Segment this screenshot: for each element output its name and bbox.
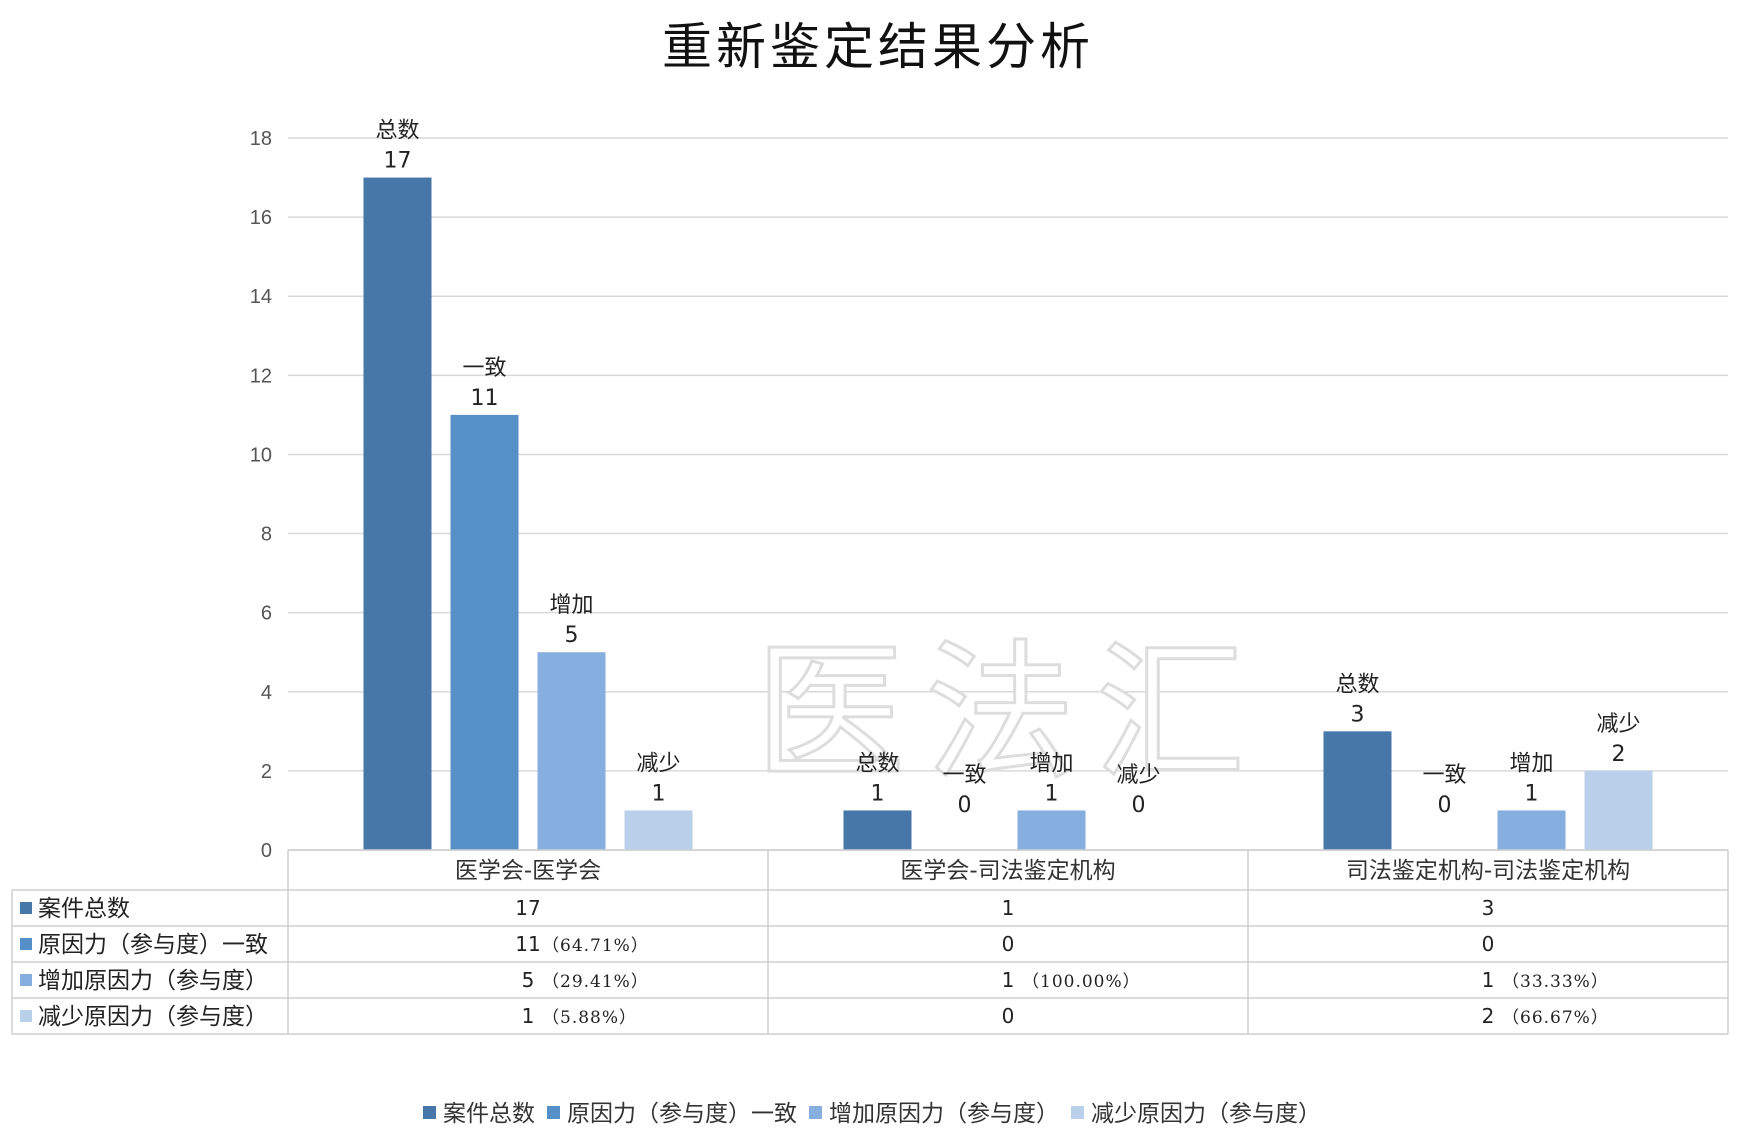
table-cell: 17 xyxy=(515,896,540,920)
table-cell-percent: （66.67%） xyxy=(1502,1008,1609,1028)
data-label-series: 一致 xyxy=(942,763,986,788)
table-cell-percent: （100.00%） xyxy=(1022,972,1141,992)
data-label-series: 一致 xyxy=(1422,763,1466,788)
y-tick-label: 2 xyxy=(261,761,272,783)
row-swatch xyxy=(20,1010,32,1022)
y-tick-label: 16 xyxy=(250,207,272,229)
bar xyxy=(537,652,606,850)
y-axis: 0 2 4 6 8 10 12 14 16 18 xyxy=(250,128,272,862)
table-cell: 1 xyxy=(1482,968,1495,992)
bar xyxy=(1584,770,1653,850)
table-cell: 1 xyxy=(1002,968,1015,992)
data-label-value: 0 xyxy=(1132,793,1146,818)
bar xyxy=(1323,731,1392,850)
table-cell: 3 xyxy=(1482,896,1495,920)
data-label-value: 1 xyxy=(1045,781,1059,806)
bar xyxy=(624,810,693,850)
data-label-value: 17 xyxy=(384,149,412,174)
table-cell: 0 xyxy=(1482,932,1495,956)
table-cell-percent: （64.71%） xyxy=(542,936,649,956)
watermark-text: 医法汇 xyxy=(755,627,1265,801)
data-label-value: 3 xyxy=(1351,702,1365,727)
y-tick-label: 6 xyxy=(261,603,272,625)
data-label-value: 0 xyxy=(958,793,972,818)
legend: 案件总数 原因力（参与度）一致 增加原因力（参与度） 减少原因力（参与度） xyxy=(423,1101,1321,1127)
legend-label: 原因力（参与度）一致 xyxy=(567,1101,797,1127)
bar xyxy=(363,177,432,851)
table-cell-percent: （29.41%） xyxy=(542,972,649,992)
bar xyxy=(843,810,912,850)
data-label-value: 1 xyxy=(1525,781,1539,806)
row-swatch xyxy=(20,974,32,986)
y-tick-label: 10 xyxy=(250,444,272,466)
table-cell-percent: （33.33%） xyxy=(1502,972,1609,992)
table-cell-percent: （5.88%） xyxy=(542,1008,637,1028)
data-label-series: 一致 xyxy=(462,356,506,381)
data-label-series: 总数 xyxy=(1335,672,1379,697)
category-label: 医学会-司法鉴定机构 xyxy=(900,858,1115,884)
data-label-value: 1 xyxy=(871,781,885,806)
y-tick-label: 0 xyxy=(261,840,272,862)
data-label-series: 增加 xyxy=(1509,751,1553,776)
row-label: 减少原因力（参与度） xyxy=(38,1004,268,1030)
row-swatch xyxy=(20,902,32,914)
bar xyxy=(450,414,519,850)
gridlines xyxy=(288,137,1728,851)
watermark: 医法汇 xyxy=(753,626,1265,803)
y-tick-label: 4 xyxy=(261,682,272,704)
bar xyxy=(1497,810,1566,850)
row-label: 增加原因力（参与度） xyxy=(38,968,268,994)
data-label-series: 总数 xyxy=(375,119,419,144)
legend-label: 增加原因力（参与度） xyxy=(829,1101,1059,1127)
data-label-series: 减少 xyxy=(1596,712,1640,737)
y-tick-label: 18 xyxy=(250,128,272,150)
y-tick-label: 12 xyxy=(250,365,272,387)
table-cell: 5 xyxy=(522,968,535,992)
legend-label: 减少原因力（参与度） xyxy=(1091,1101,1321,1127)
chart-title: 重新鉴定结果分析 xyxy=(662,18,1094,76)
category-label: 司法鉴定机构-司法鉴定机构 xyxy=(1346,858,1630,884)
legend-label: 案件总数 xyxy=(443,1101,535,1127)
table-cell: 1 xyxy=(522,1004,535,1028)
data-label-series: 总数 xyxy=(855,751,899,776)
data-label-value: 1 xyxy=(652,781,666,806)
data-label-value: 11 xyxy=(471,386,499,411)
bars xyxy=(363,177,1653,851)
category-label: 医学会-医学会 xyxy=(455,858,601,884)
bar xyxy=(1017,810,1086,850)
table-cell: 0 xyxy=(1002,932,1015,956)
row-label: 案件总数 xyxy=(38,896,130,922)
row-swatch xyxy=(20,938,32,950)
table-cell: 11 xyxy=(515,932,540,956)
table-cell: 1 xyxy=(1002,896,1015,920)
data-label-series: 增加 xyxy=(549,593,593,618)
row-label: 原因力（参与度）一致 xyxy=(38,932,268,958)
data-labels: 17 总数 11 一致 5 增加 1 减少 1 总数 0 一致 1 增加 0 减少 3 总数 0 一致 1 增加 2 减少 xyxy=(375,119,1640,818)
data-label-series: 减少 xyxy=(636,751,680,776)
data-label-series: 减少 xyxy=(1116,763,1160,788)
data-label-value: 5 xyxy=(565,623,579,648)
legend-swatch xyxy=(809,1106,822,1119)
legend-swatch xyxy=(1071,1106,1084,1119)
table-cell: 2 xyxy=(1482,1004,1495,1028)
legend-swatch xyxy=(547,1106,560,1119)
y-tick-label: 8 xyxy=(261,524,272,546)
data-label-value: 0 xyxy=(1438,793,1452,818)
data-label-series: 增加 xyxy=(1029,751,1073,776)
legend-swatch xyxy=(423,1106,436,1119)
data-label-value: 2 xyxy=(1612,742,1626,767)
table-cell: 0 xyxy=(1002,1004,1015,1028)
y-tick-label: 14 xyxy=(250,286,272,308)
